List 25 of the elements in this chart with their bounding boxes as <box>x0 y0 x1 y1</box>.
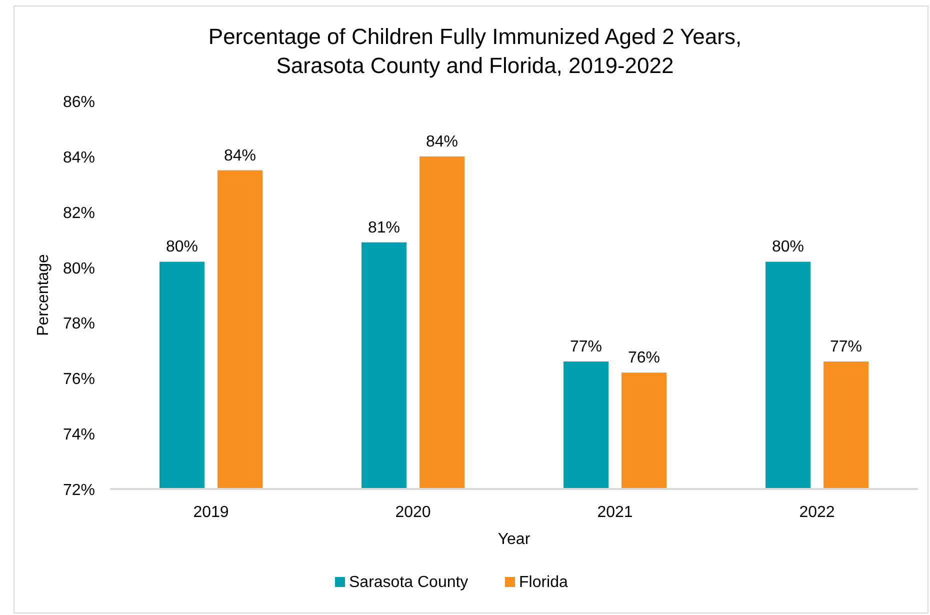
legend-label: Florida <box>519 574 568 591</box>
y-tick-label: 84% <box>62 149 95 166</box>
data-label: 77% <box>830 338 862 356</box>
y-tick-label: 80% <box>62 260 95 278</box>
x-tick-label: 2020 <box>395 504 431 521</box>
data-label: 76% <box>628 350 660 367</box>
y-tick-label: 76% <box>62 371 95 388</box>
y-tick-label: 82% <box>62 204 95 222</box>
y-axis-title: Percentage <box>35 254 52 336</box>
y-tick-label: 86% <box>62 94 95 111</box>
legend-label: Sarasota County <box>349 574 468 591</box>
data-label: 84% <box>224 147 256 164</box>
data-label: 80% <box>772 238 804 256</box>
chart-title: Percentage of Children Fully Immunized Aged 2 Years, Sarasota County and Florida, 2019-2022 <box>208 24 742 78</box>
x-tick-label: 2019 <box>193 504 229 521</box>
x-tick-label: 2021 <box>597 504 633 521</box>
data-label: 84% <box>426 133 458 150</box>
y-tick-label: 78% <box>62 316 95 333</box>
y-tick-label: 72% <box>62 482 95 499</box>
data-label: 77% <box>570 338 602 356</box>
data-label: 81% <box>368 219 400 236</box>
y-tick-label: 74% <box>62 426 95 444</box>
x-axis-title: Year <box>498 531 531 548</box>
x-tick-label: 2022 <box>799 504 835 521</box>
data-label: 80% <box>166 238 198 256</box>
